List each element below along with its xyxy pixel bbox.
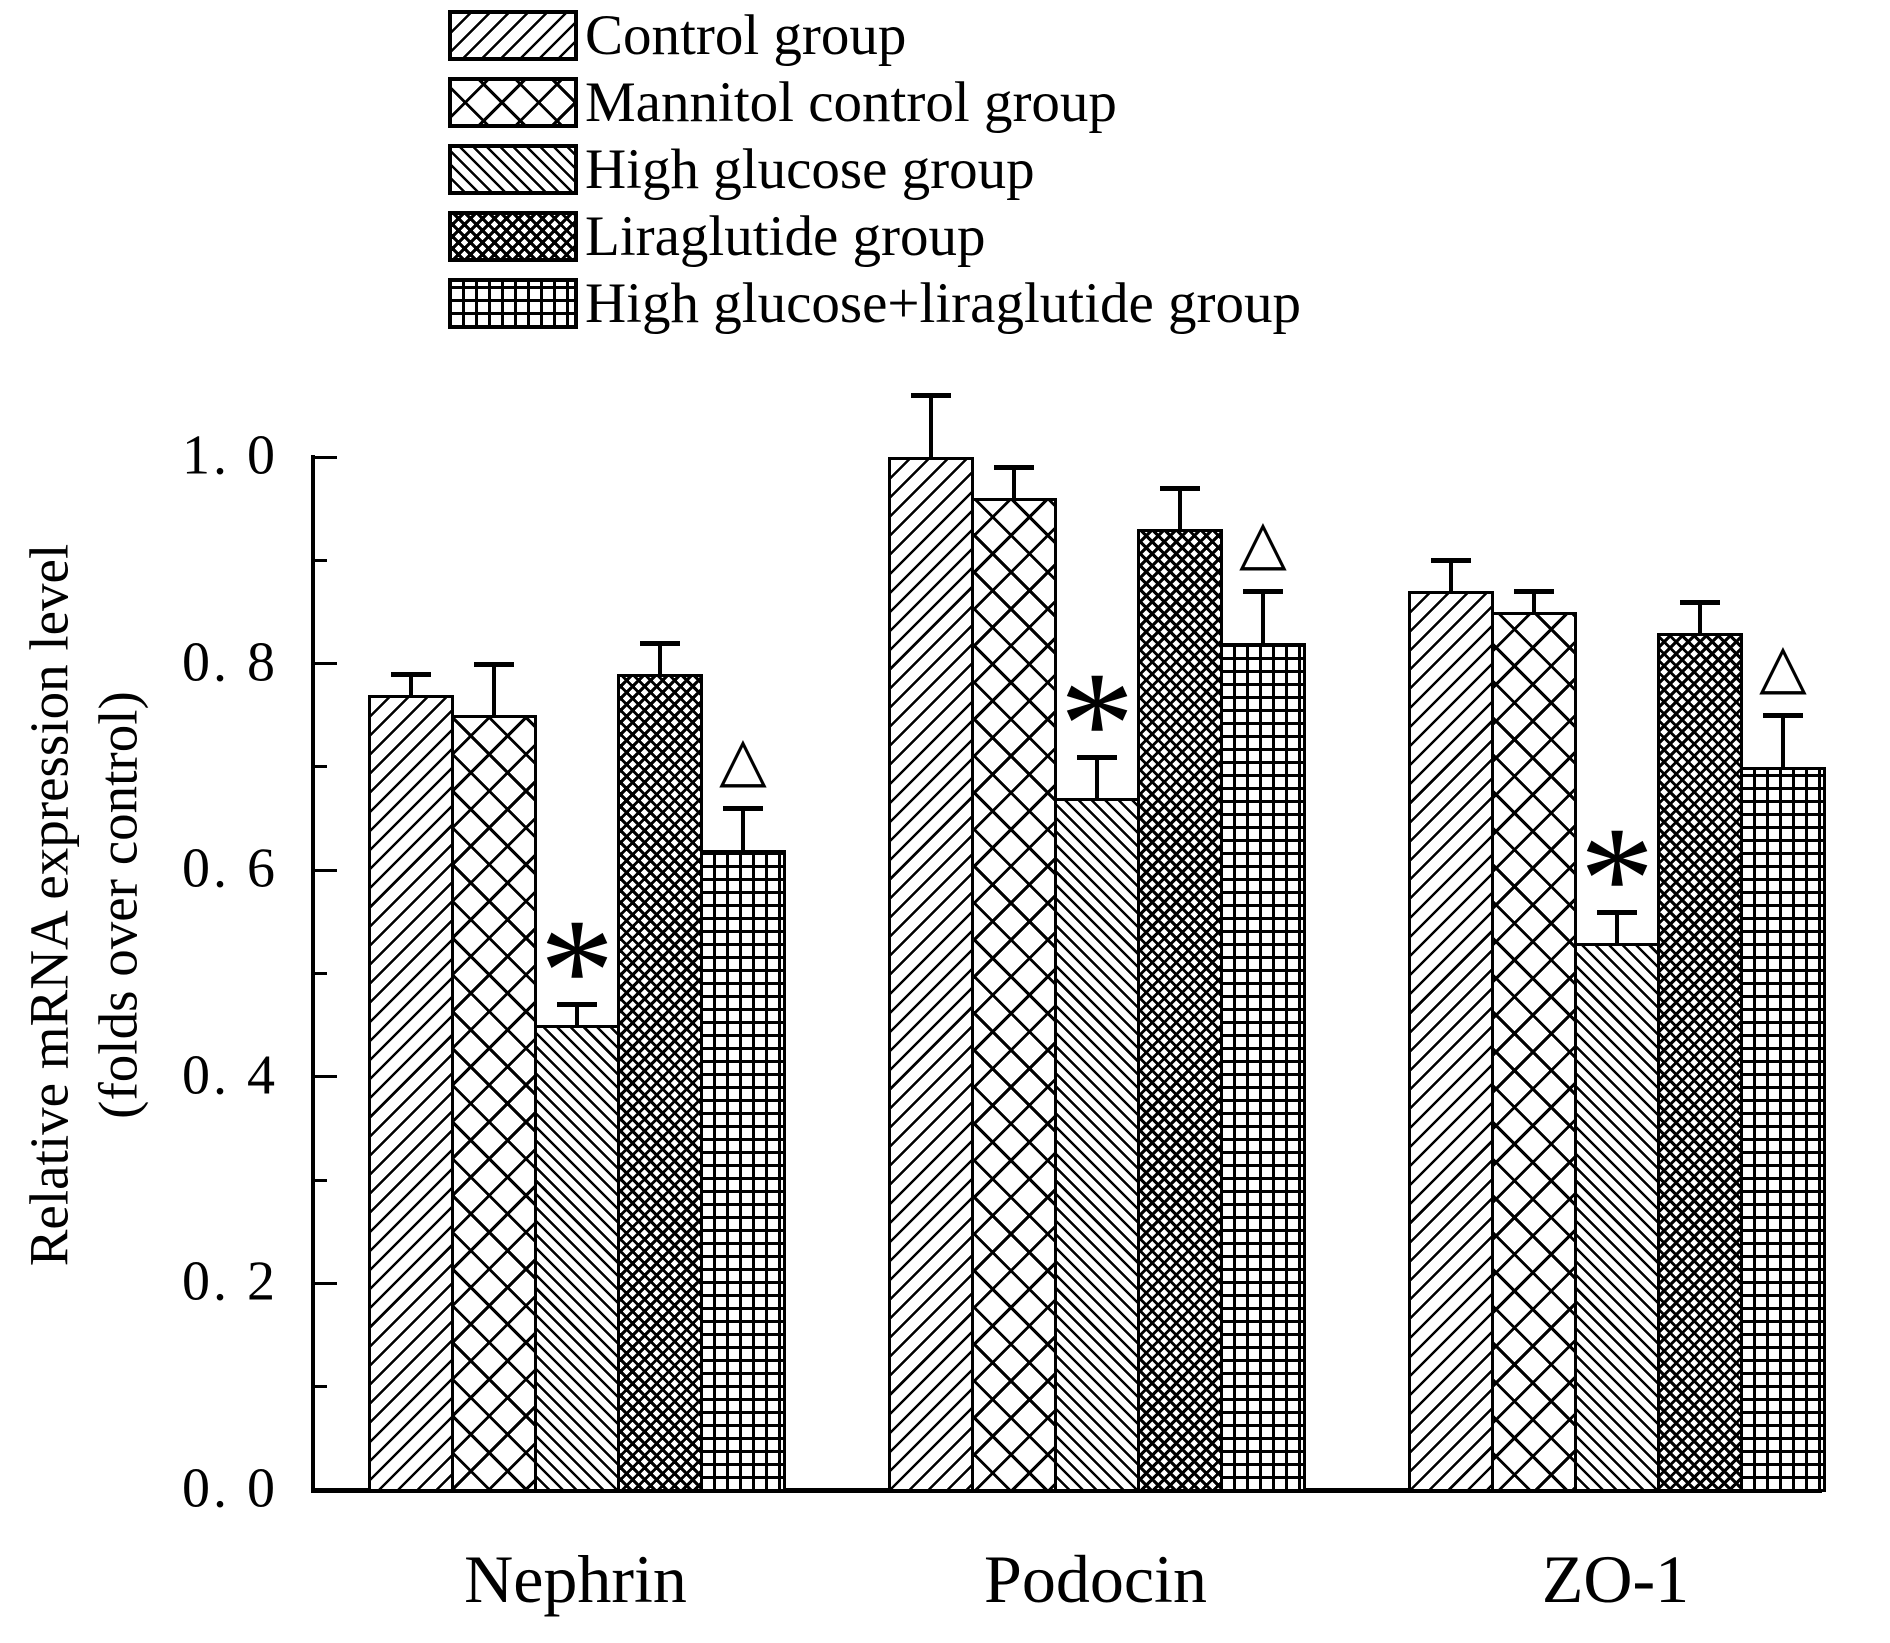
significance-asterisk: * xyxy=(1579,795,1655,962)
bar-zo-1-diagonal-down-dense xyxy=(1574,942,1660,1492)
y-tick-label: 0. 8 xyxy=(182,631,278,694)
error-bar-stem xyxy=(1781,715,1785,767)
bar-nephrin-diagonal-up xyxy=(368,694,454,1492)
bar-nephrin-crosshatch-wide xyxy=(451,715,537,1492)
legend-label: High glucose group xyxy=(585,138,1035,201)
significance-triangle: △ xyxy=(1239,505,1287,579)
bar-nephrin-crosshatch-dense xyxy=(617,673,703,1492)
y-axis-minor-tick xyxy=(313,765,327,769)
error-bar-stem xyxy=(658,642,662,674)
legend-label: High glucose+liraglutide group xyxy=(585,272,1302,335)
y-tick-label: 0. 4 xyxy=(182,1044,278,1107)
significance-asterisk: * xyxy=(539,888,615,1055)
legend-item: Mannitol control group xyxy=(448,71,1301,134)
error-bar-cap xyxy=(1077,754,1117,760)
y-tick-label: 1. 0 xyxy=(182,424,278,487)
legend-swatch-diagonal-down-dense xyxy=(448,144,578,195)
bar-podocin-crosshatch-wide xyxy=(971,498,1057,1492)
error-bar-cap xyxy=(911,393,951,399)
x-category-label: Podocin xyxy=(984,1541,1207,1617)
y-axis-major-tick xyxy=(313,868,337,872)
bar-podocin-diagonal-down-dense xyxy=(1054,797,1140,1492)
x-category-label: ZO-1 xyxy=(1541,1541,1690,1617)
bar-podocin-grid xyxy=(1220,642,1306,1492)
y-tick-label: 0. 2 xyxy=(182,1251,278,1314)
y-axis-title-line1: Relative mRNA expression level xyxy=(18,543,80,1267)
y-axis-major-tick xyxy=(313,455,337,459)
error-bar-cap xyxy=(557,1002,597,1008)
error-bar-cap xyxy=(994,465,1034,471)
legend-swatch-crosshatch-dense xyxy=(448,211,578,262)
y-axis-major-tick xyxy=(313,662,337,666)
y-axis-major-tick xyxy=(313,1281,337,1285)
x-category-label: Nephrin xyxy=(464,1541,687,1617)
error-bar-cap xyxy=(1160,485,1200,491)
bar-podocin-crosshatch-dense xyxy=(1137,529,1223,1492)
bar-podocin-diagonal-up xyxy=(888,457,974,1492)
error-bar-stem xyxy=(1261,591,1265,643)
legend-label: Liraglutide group xyxy=(585,205,986,268)
error-bar-stem xyxy=(1615,911,1619,943)
legend-item: High glucose group xyxy=(448,138,1301,201)
legend-label: Mannitol control group xyxy=(585,71,1117,134)
error-bar-stem xyxy=(575,1004,579,1026)
error-bar-cap xyxy=(723,806,763,812)
error-bar-stem xyxy=(1698,601,1702,633)
y-tick-label: 0. 0 xyxy=(182,1457,278,1520)
bar-zo-1-crosshatch-wide xyxy=(1491,611,1577,1492)
error-bar-cap xyxy=(1763,713,1803,719)
error-bar-cap xyxy=(391,671,431,677)
error-bar-stem xyxy=(409,673,413,695)
y-axis-minor-tick xyxy=(313,558,327,562)
bar-nephrin-grid xyxy=(700,849,786,1492)
legend-item: Liraglutide group xyxy=(448,205,1301,268)
legend-swatch-diagonal-up xyxy=(448,10,578,61)
y-axis-minor-tick xyxy=(313,1178,327,1182)
error-bar-cap xyxy=(1680,599,1720,605)
error-bar-stem xyxy=(741,808,745,850)
significance-triangle: △ xyxy=(1759,629,1807,703)
legend-item: High glucose+liraglutide group xyxy=(448,272,1302,335)
y-axis-major-tick xyxy=(313,1075,337,1079)
error-bar-cap xyxy=(1597,909,1637,915)
error-bar-cap xyxy=(640,640,680,646)
bar-nephrin-diagonal-down-dense xyxy=(534,1025,620,1492)
legend: Control group Mannitol control group High … xyxy=(448,4,1302,345)
significance-asterisk: * xyxy=(1059,640,1135,807)
bar-zo-1-diagonal-up xyxy=(1408,591,1494,1492)
y-axis-minor-tick xyxy=(313,972,327,975)
legend-label: Control group xyxy=(585,4,907,67)
error-bar-cap xyxy=(1514,589,1554,595)
bar-zo-1-grid xyxy=(1740,766,1826,1492)
bar-zo-1-crosshatch-dense xyxy=(1657,632,1743,1492)
error-bar-stem xyxy=(1095,756,1099,798)
y-axis-major-tick xyxy=(313,1488,337,1492)
legend-swatch-crosshatch-wide xyxy=(448,77,578,128)
y-tick-label: 0. 6 xyxy=(182,837,278,900)
error-bar-stem xyxy=(1532,591,1536,612)
error-bar-cap xyxy=(1431,558,1471,564)
error-bar-cap xyxy=(474,661,514,667)
error-bar-stem xyxy=(1012,467,1016,499)
y-axis-minor-tick xyxy=(313,1385,327,1389)
significance-triangle: △ xyxy=(719,722,767,796)
error-bar-cap xyxy=(1243,589,1283,595)
error-bar-stem xyxy=(1449,560,1453,592)
error-bar-stem xyxy=(929,395,933,457)
error-bar-stem xyxy=(1178,487,1182,530)
legend-swatch-grid xyxy=(448,278,578,329)
error-bar-stem xyxy=(492,663,496,716)
legend-item: Control group xyxy=(448,4,1301,67)
